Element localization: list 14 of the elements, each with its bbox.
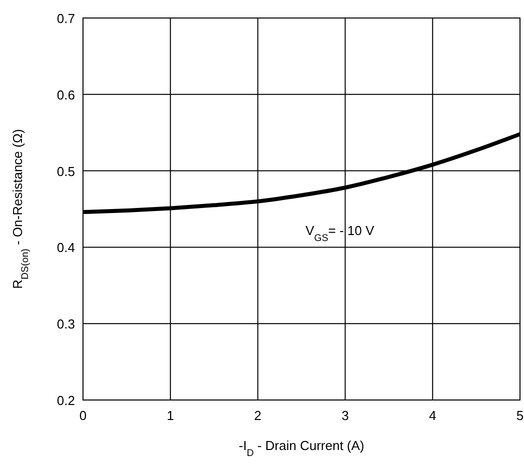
x-tick-label: 0: [79, 408, 87, 423]
text: V$_{GS}$= - 10 V: [306, 223, 374, 244]
x-axis-title: -I$_{D}$ - Drain Current (A): [238, 438, 364, 458]
x-tick-label: 2: [254, 408, 262, 423]
x-tick-label: 1: [166, 408, 174, 423]
x-tick-label: 3: [342, 408, 349, 423]
x-tick-label: 4: [428, 408, 436, 423]
y-tick-label: 0.7: [56, 11, 75, 26]
y-tick-label: 0.4: [56, 240, 75, 256]
x-tick-label: 5: [516, 408, 524, 423]
y-tick-label: 0.5: [56, 164, 75, 179]
y-tick-label: 0.2: [56, 393, 75, 408]
y-tick-label: 0.6: [56, 87, 75, 102]
y-tick-label: 0.3: [56, 316, 75, 332]
